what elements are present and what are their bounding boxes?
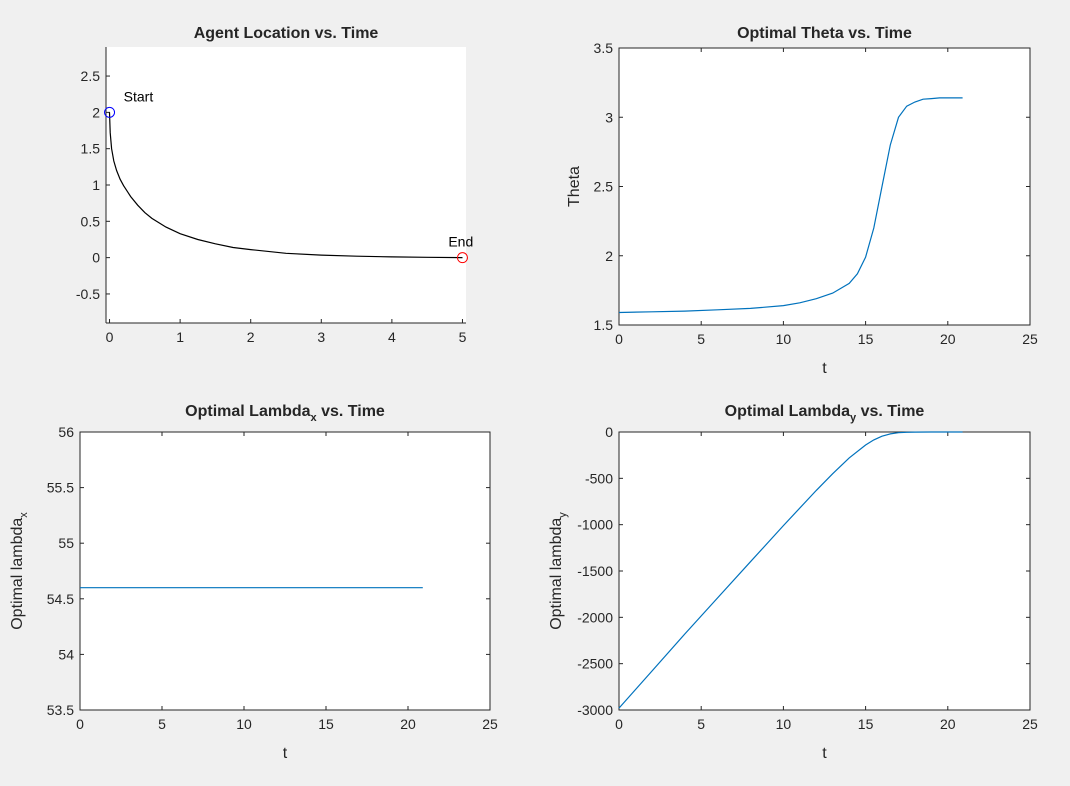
plot-area: [619, 432, 1030, 710]
chart-title: Agent Location vs. Time: [194, 25, 379, 42]
series-line: [108, 112, 463, 259]
x-tick-label: 3: [317, 329, 325, 345]
series-line: [618, 431, 963, 709]
y-tick-label: 1.5: [594, 317, 614, 333]
chart-title: Optimal Lambdax vs. Time: [185, 403, 385, 424]
x-tick-label: 1: [176, 329, 184, 345]
y-tick-label: 1: [92, 177, 100, 193]
x-tick-label: 20: [400, 716, 416, 732]
y-tick-label: 54: [58, 646, 74, 662]
x-axis-label: t: [822, 360, 827, 377]
x-tick-label: 5: [158, 716, 166, 732]
x-tick-label: 0: [615, 716, 623, 732]
x-tick-label: 0: [615, 331, 623, 347]
x-tick-label: 10: [776, 331, 792, 347]
annotation-end: End: [448, 234, 473, 250]
x-tick-label: 4: [388, 329, 396, 345]
y-axis-label: Theta: [566, 166, 583, 207]
y-tick-label: -2500: [577, 656, 613, 672]
start-marker: [104, 106, 116, 118]
chart-3: 0 5 10 15 20 25 53.5 54 54.5 55 55.5 56 Optimal Lamb…: [9, 403, 498, 762]
axes-frame: [79, 431, 491, 711]
y-tick-label: 56: [58, 424, 74, 440]
x-tick-label: 15: [858, 716, 874, 732]
y-tick-label: 1.5: [81, 141, 101, 157]
chart-4: 0 5 10 15 20 25 -3000 -2500 -2000 -1500 -1000 -500 0…: [548, 403, 1038, 762]
x-tick-label: 15: [858, 331, 874, 347]
y-axis-label: Optimal lambdax: [9, 512, 30, 630]
x-tick-label: 20: [940, 716, 956, 732]
y-tick-label: 0.5: [81, 213, 101, 229]
y-tick-label: 55.5: [47, 480, 74, 496]
x-axis-label: t: [822, 745, 827, 762]
y-tick-label: -2000: [577, 609, 613, 625]
plot-area: [106, 47, 466, 323]
x-tick-label: 0: [106, 329, 114, 345]
x-tick-label: 10: [236, 716, 252, 732]
y-tick-label: -1000: [577, 517, 613, 533]
y-tick-label: 55: [58, 535, 74, 551]
x-tick-label: 5: [697, 716, 705, 732]
y-tick-label: 2: [605, 248, 613, 264]
y-tick-label: -3000: [577, 702, 613, 718]
y-tick-label: 53.5: [47, 702, 74, 718]
y-tick-label: 2.5: [81, 68, 101, 84]
y-tick-label: -0.5: [76, 286, 100, 302]
y-tick-label: 54.5: [47, 591, 74, 607]
end-marker: [456, 252, 468, 264]
x-tick-label: 25: [1022, 331, 1038, 347]
y-tick-label: 3.5: [594, 40, 614, 56]
x-tick-label: 2: [247, 329, 255, 345]
y-axis-label: Optimal lambday: [548, 512, 569, 630]
x-tick-label: 5: [697, 331, 705, 347]
y-tick-label: 2.5: [594, 179, 614, 195]
plot-area: [619, 48, 1030, 325]
y-tick-label: -1500: [577, 563, 613, 579]
x-tick-label: 25: [1022, 716, 1038, 732]
x-tick-label: 25: [482, 716, 498, 732]
series-line: [618, 97, 963, 314]
y-tick-label: 0: [605, 424, 613, 440]
x-tick-label: 20: [940, 331, 956, 347]
annotation-start: Start: [124, 88, 154, 104]
y-tick-label: 0: [92, 250, 100, 266]
x-axis-label: t: [283, 745, 288, 762]
y-tick-label: -500: [585, 470, 613, 486]
x-tick-label: 15: [318, 716, 334, 732]
x-tick-label: 0: [76, 716, 84, 732]
chart-1: 0 1 2 3 4 5 -0.5 0 0.5 1 1.5 2 2.5 Agent Location vs.…: [76, 25, 473, 345]
chart-2: 0 5 10 15 20 25 1.5 2 2.5 3 3.5 Optimal Theta vs. T…: [566, 25, 1038, 377]
x-tick-label: 5: [459, 329, 467, 345]
chart-title: Optimal Theta vs. Time: [737, 25, 912, 42]
y-tick-label: 2: [92, 104, 100, 120]
y-tick-label: 3: [605, 109, 613, 125]
chart-title: Optimal Lambday vs. Time: [725, 403, 925, 424]
plot-area: [80, 432, 490, 710]
x-tick-label: 10: [776, 716, 792, 732]
